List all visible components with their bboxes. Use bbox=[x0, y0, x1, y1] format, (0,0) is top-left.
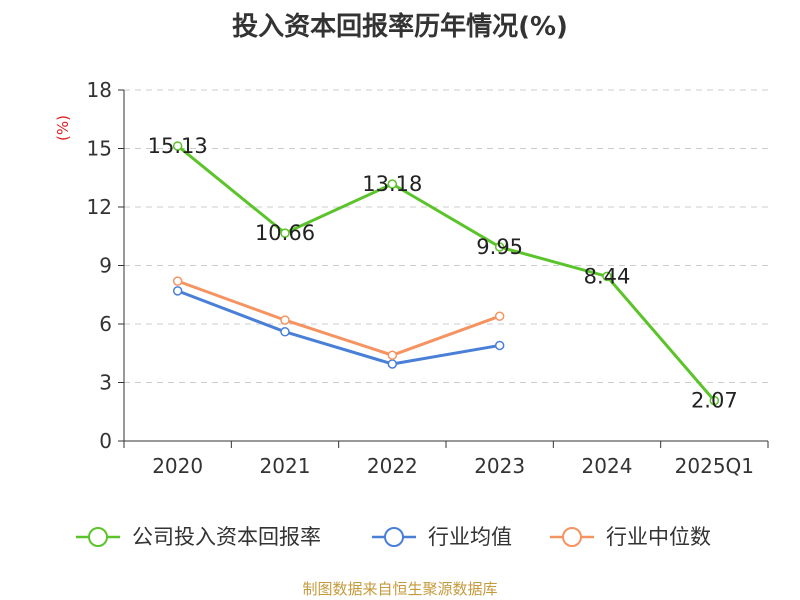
data-point bbox=[172, 141, 183, 151]
legend-marker bbox=[384, 527, 404, 547]
legend: 公司投入资本回报率 行业均值 行业中位数 bbox=[76, 525, 711, 549]
legend-label: 公司投入资本回报率 bbox=[132, 525, 321, 549]
y-tick-label: 6 bbox=[99, 312, 112, 336]
series-line bbox=[176, 144, 716, 402]
x-tick-label: 2022 bbox=[367, 454, 418, 478]
chart-title: 投入资本回报率历年情况(%) bbox=[232, 12, 568, 42]
data-point bbox=[172, 286, 183, 296]
legend-marker bbox=[88, 527, 108, 547]
y-tick-label: 0 bbox=[99, 429, 112, 453]
x-tick-label: 2023 bbox=[474, 454, 525, 478]
series-line bbox=[177, 289, 500, 366]
x-tick-label: 2025Q1 bbox=[675, 454, 754, 478]
data-label: 15.13 bbox=[148, 134, 208, 158]
data-point bbox=[709, 395, 720, 406]
y-tick-label: 3 bbox=[99, 371, 112, 395]
data-point bbox=[280, 315, 290, 325]
data-point bbox=[494, 340, 505, 351]
series: 15.13 10.66 13.18 9.95 8.44 2.07 bbox=[148, 134, 738, 413]
legend-label: 行业均值 bbox=[428, 525, 512, 549]
y-tick-label: 12 bbox=[87, 195, 112, 219]
data-label: 8.44 bbox=[584, 264, 631, 288]
data-point bbox=[387, 359, 398, 369]
data-point bbox=[494, 311, 505, 321]
data-point bbox=[494, 242, 505, 252]
grid-lines bbox=[124, 89, 768, 383]
y-tick-label: 15 bbox=[87, 137, 112, 161]
series-line bbox=[177, 279, 501, 357]
y-axis-label: (%) bbox=[54, 115, 72, 141]
data-point bbox=[280, 327, 290, 337]
x-tick-label: 2020 bbox=[152, 454, 203, 478]
y-tick-label: 18 bbox=[87, 78, 112, 102]
x-tick-label: 2021 bbox=[260, 454, 311, 478]
data-label: 9.95 bbox=[476, 235, 523, 259]
y-tick-label: 9 bbox=[99, 254, 112, 278]
data-point bbox=[172, 276, 183, 286]
data-point bbox=[280, 228, 290, 238]
data-label: 10.66 bbox=[255, 221, 315, 245]
data-label: 2.07 bbox=[691, 389, 738, 413]
legend-label: 行业中位数 bbox=[606, 525, 711, 549]
data-point bbox=[387, 179, 398, 189]
x-tick-label: 2024 bbox=[582, 454, 633, 478]
data-label: 13.18 bbox=[362, 172, 422, 196]
axes: 0 3 6 9 12 15 18 2020 2021 2022 2023 2024 2025Q1 bbox=[87, 78, 769, 478]
data-source-note: 制图数据来自恒生聚源数据库 bbox=[302, 580, 498, 598]
legend-marker bbox=[562, 527, 582, 547]
data-point bbox=[387, 350, 398, 360]
data-point bbox=[602, 271, 612, 282]
